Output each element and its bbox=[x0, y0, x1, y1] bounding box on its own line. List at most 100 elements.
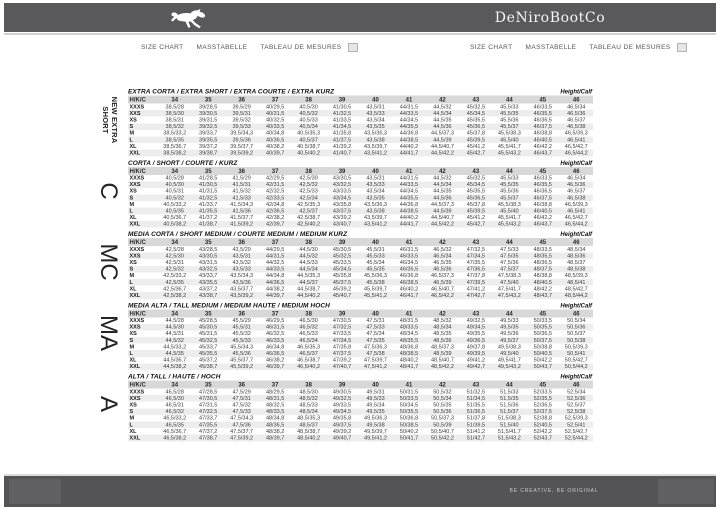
size-cell: 45/35,5 bbox=[199, 350, 218, 357]
tab-size-chart[interactable]: SIZE CHART bbox=[470, 44, 513, 51]
size-cell: 49/32,5 bbox=[466, 317, 486, 324]
size-cell: 48/32,5 bbox=[265, 401, 285, 408]
size-table: EXTRA CORTA / EXTRA SHORT / EXTRA COURTE… bbox=[128, 85, 593, 442]
size-cell: 41/33,7 bbox=[199, 201, 218, 208]
size-cell: 43,5/33 bbox=[366, 181, 385, 188]
table-row-xxl: XXL 42,5/38,2 43/38,7 43,5/39,2 44/39,7 44,5/… bbox=[128, 292, 593, 299]
size-cell: 44,5/37 bbox=[299, 279, 318, 286]
size-cell: 50/31,5 bbox=[399, 388, 419, 395]
column-header: 41 bbox=[405, 96, 413, 103]
column-header-hkc: H/K/C bbox=[129, 96, 146, 103]
row-label: XXL bbox=[129, 292, 141, 299]
tab-masstabelle[interactable]: MASSTABELLE bbox=[196, 44, 248, 51]
column-header-row: H/K/C 34 35 36 37 38 39 40 41 42 43 44 45 46 bbox=[128, 238, 593, 246]
size-cell: 46,5/35,3 bbox=[297, 343, 321, 350]
row-label: XXXS bbox=[129, 246, 145, 253]
table-row-xs: XS 40,5/31 41/31,5 41,5/32 42/32,5 42,5/33 43/… bbox=[128, 188, 593, 195]
size-cell: 46/43,7 bbox=[533, 221, 552, 228]
size-cell: 47/35,5 bbox=[466, 259, 486, 266]
size-cell: 47,5/31 bbox=[366, 317, 385, 324]
size-cell: 50,5/36 bbox=[567, 324, 586, 331]
size-cell: 49,5/36 bbox=[500, 330, 519, 337]
size-cell: 40/39,7 bbox=[265, 149, 285, 156]
language-selector-box[interactable] bbox=[347, 43, 358, 52]
size-cell: 48,5/37 bbox=[567, 259, 586, 266]
size-cell: 43,5/31 bbox=[232, 252, 251, 259]
size-cell: 46,5/28 bbox=[165, 388, 184, 395]
size-cell: 46,5/36 bbox=[567, 181, 586, 188]
size-cell: 40,5/33 bbox=[299, 116, 318, 123]
size-cell: 50,5/42,7 bbox=[564, 357, 588, 364]
size-cell: 46,5/33,2 bbox=[163, 415, 187, 422]
size-cell: 45/30,5 bbox=[332, 246, 352, 253]
size-cell: 47,5/33 bbox=[500, 246, 519, 253]
size-cell: 50,5/40,7 bbox=[430, 428, 454, 435]
size-cell: 45,5/35 bbox=[366, 266, 385, 273]
size-cell: 46/33,5 bbox=[533, 175, 552, 182]
size-cell: 47/42,7 bbox=[466, 292, 486, 299]
size-cell: 46/33,5 bbox=[265, 337, 285, 344]
size-cell: 43,5/36,3 bbox=[364, 201, 387, 208]
tab-group-left: SIZE CHART MASSTABELLE TABLEAU DE MESURE… bbox=[141, 41, 358, 54]
row-label: L bbox=[129, 136, 133, 143]
column-header: 41 bbox=[405, 381, 413, 388]
size-cell: 45,5/35 bbox=[500, 181, 519, 188]
size-cell: 46/36,8 bbox=[399, 272, 419, 279]
size-cell: 48/31,5 bbox=[399, 317, 419, 324]
column-header: 42 bbox=[439, 381, 446, 388]
size-cell: 50/33,5 bbox=[533, 317, 552, 324]
size-cell: 52/33,5 bbox=[533, 388, 552, 395]
size-cell: 46/42,2 bbox=[533, 143, 552, 150]
size-cell: 47/36,5 bbox=[466, 266, 486, 273]
table-row-xl: XL 46,5/36,7 47/37,2 47,5/37,7 48/38,2 48,5/3… bbox=[128, 428, 593, 435]
column-header: 37 bbox=[271, 167, 279, 175]
size-cell: 49/42,7 bbox=[466, 363, 486, 370]
size-cell: 48/34,5 bbox=[399, 330, 419, 337]
size-cell: 49/39,5 bbox=[466, 350, 486, 357]
column-header: 39 bbox=[338, 167, 346, 175]
column-header: 40 bbox=[372, 167, 379, 175]
column-header: 39 bbox=[338, 381, 346, 388]
size-cell: 47/39,2 bbox=[332, 357, 352, 364]
side-label-a: A bbox=[95, 395, 122, 412]
size-cell: 44/41,7 bbox=[399, 221, 419, 228]
size-cell: 50,5/42,2 bbox=[430, 434, 454, 441]
size-cell: 43/33,7 bbox=[199, 272, 218, 279]
column-header: 38 bbox=[305, 309, 312, 317]
size-cell: 46/37,5 bbox=[533, 123, 552, 130]
tab-size-chart[interactable]: SIZE CHART bbox=[141, 44, 184, 51]
tab-tableau-de-mesures[interactable]: TABLEAU DE MESURES bbox=[260, 44, 342, 51]
side-label-mc: MC bbox=[95, 243, 122, 281]
row-label: S bbox=[129, 408, 134, 415]
tab-tableau-de-mesures[interactable]: TABLEAU DE MESURES bbox=[589, 44, 671, 51]
size-cell: 43,5/41,2 bbox=[364, 221, 387, 228]
size-cell: 42,5/36,7 bbox=[163, 285, 187, 292]
row-label: XXS bbox=[129, 395, 141, 402]
size-cell: 48/33,5 bbox=[399, 324, 419, 331]
size-cell: 40,5/40,2 bbox=[297, 149, 321, 156]
table-row-xs: XS 42,5/31 43/31,5 43,5/32 44/32,5 44,5/33 45/… bbox=[128, 259, 593, 266]
column-header: 42 bbox=[439, 167, 446, 175]
row-label: XXL bbox=[129, 149, 141, 156]
language-selector-box[interactable] bbox=[676, 43, 687, 52]
table-row-m: M 40,5/33,2 41/33,7 41,5/34,3 42/34,8 42,5/35… bbox=[128, 201, 593, 208]
size-cell: 51/36,5 bbox=[466, 408, 486, 415]
size-cell: 45,5/35 bbox=[500, 110, 519, 117]
size-cell: 46,5/42,7 bbox=[564, 143, 588, 150]
section-title: EXTRA CORTA / EXTRA SHORT / EXTRA COURTE… bbox=[128, 87, 335, 96]
size-cell: 43/37,5 bbox=[332, 208, 352, 215]
size-cell: 44,5/40,7 bbox=[430, 214, 454, 221]
size-cell: 39/32,5 bbox=[199, 123, 218, 130]
size-cell: 44/29,5 bbox=[265, 246, 285, 253]
size-cell: 42,5/35 bbox=[165, 279, 184, 286]
size-cell: 48/41,7 bbox=[399, 363, 419, 370]
size-cell: 52,5/41 bbox=[567, 421, 586, 428]
size-cell: 47,5/37,7 bbox=[230, 428, 254, 435]
size-cell: 49/40,7 bbox=[332, 434, 352, 441]
size-cell: 43,5/39,7 bbox=[364, 143, 387, 150]
size-cell: 45/39,5 bbox=[466, 136, 486, 143]
size-cell: 41/37,2 bbox=[199, 214, 218, 221]
tab-masstabelle[interactable]: MASSTABELLE bbox=[525, 44, 577, 51]
size-cell: 52,5/44,2 bbox=[564, 434, 588, 441]
size-cell: 41,5/29 bbox=[232, 175, 251, 182]
